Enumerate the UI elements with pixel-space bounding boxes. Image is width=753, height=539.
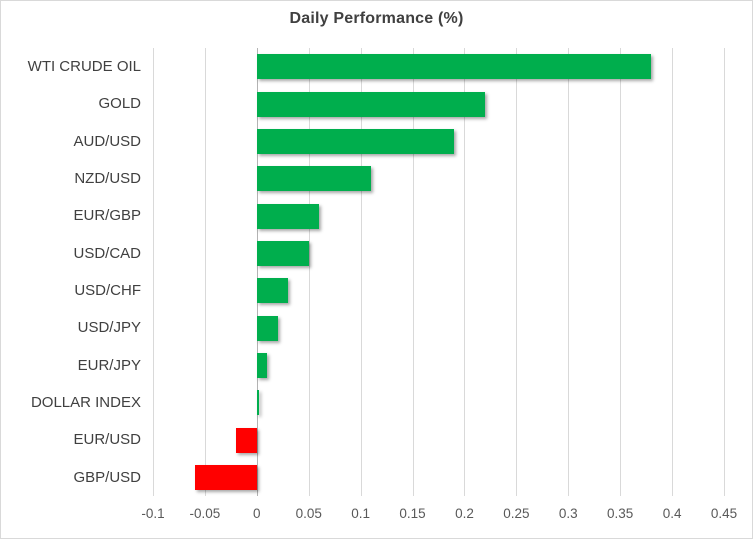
category-label: EUR/JPY [77, 356, 141, 374]
gridline [464, 48, 466, 496]
value-axis: -0.1 -0.05 0 0.05 0.1 0.15 0.2 0.25 0.3 0.35 0.4 0.… [141, 506, 737, 528]
bar-eur-jpy [256, 352, 268, 378]
category-label: USD/CAD [73, 244, 141, 262]
gridline [153, 48, 154, 496]
category-label: DOLLAR INDEX [30, 394, 141, 411]
x-tick-label: 0.25 [503, 506, 530, 521]
bar-eur-gbp [256, 203, 320, 229]
x-tick-label: 0.2 [455, 506, 474, 521]
gridline [360, 48, 362, 496]
gridline [308, 48, 310, 496]
category-label: USD/CHF [74, 282, 141, 299]
x-tick-label: 0.35 [607, 506, 634, 521]
bar-usd-cad [256, 240, 309, 266]
zero-axis-line [256, 48, 258, 496]
category-label: NZD/USD [74, 170, 141, 187]
gridline [620, 48, 622, 496]
gridline [568, 48, 570, 496]
bar-gold [256, 91, 486, 117]
bar-dollar-index [256, 390, 259, 416]
gridline [412, 48, 414, 496]
category-label: EUR/GBP [73, 207, 141, 225]
x-tick-label: -0.05 [189, 506, 221, 521]
gridline [724, 48, 725, 496]
x-tick-label: 0.3 [558, 506, 578, 521]
x-tick-label: 0.4 [662, 506, 682, 521]
category-label: EUR/USD [73, 431, 141, 449]
category-label: GBP/USD [73, 468, 141, 486]
bar-wti-crude-oil [256, 54, 652, 80]
gridline [672, 48, 674, 496]
bar-eur-usd [236, 427, 257, 453]
category-label: WTI CRUDE OIL [27, 58, 141, 75]
category-label: GOLD [98, 95, 141, 113]
category-label: AUD/USD [73, 132, 141, 150]
bar-usd-jpy [256, 315, 278, 341]
bar-gbp-usd [194, 464, 257, 490]
plot-area [153, 48, 725, 496]
category-axis: WTI CRUDE OIL GOLD AUD/USD NZD/USD EUR/GBP US… [1, 48, 141, 496]
bar-usd-chf [256, 278, 288, 304]
x-tick-label: 0.1 [351, 506, 371, 521]
x-tick-label: -0.1 [141, 506, 165, 521]
x-tick-label: 0.05 [295, 506, 322, 521]
category-label: USD/JPY [77, 319, 141, 337]
x-tick-label: 0.15 [399, 506, 426, 521]
gridline [516, 48, 518, 496]
bar-nzd-usd [256, 166, 371, 192]
x-tick-label: 0 [253, 506, 261, 521]
chart-title: Daily Performance (%) [289, 10, 464, 27]
bar-aud-usd [256, 128, 455, 154]
x-tick-label: 0.45 [710, 506, 738, 521]
gridline [204, 48, 206, 496]
